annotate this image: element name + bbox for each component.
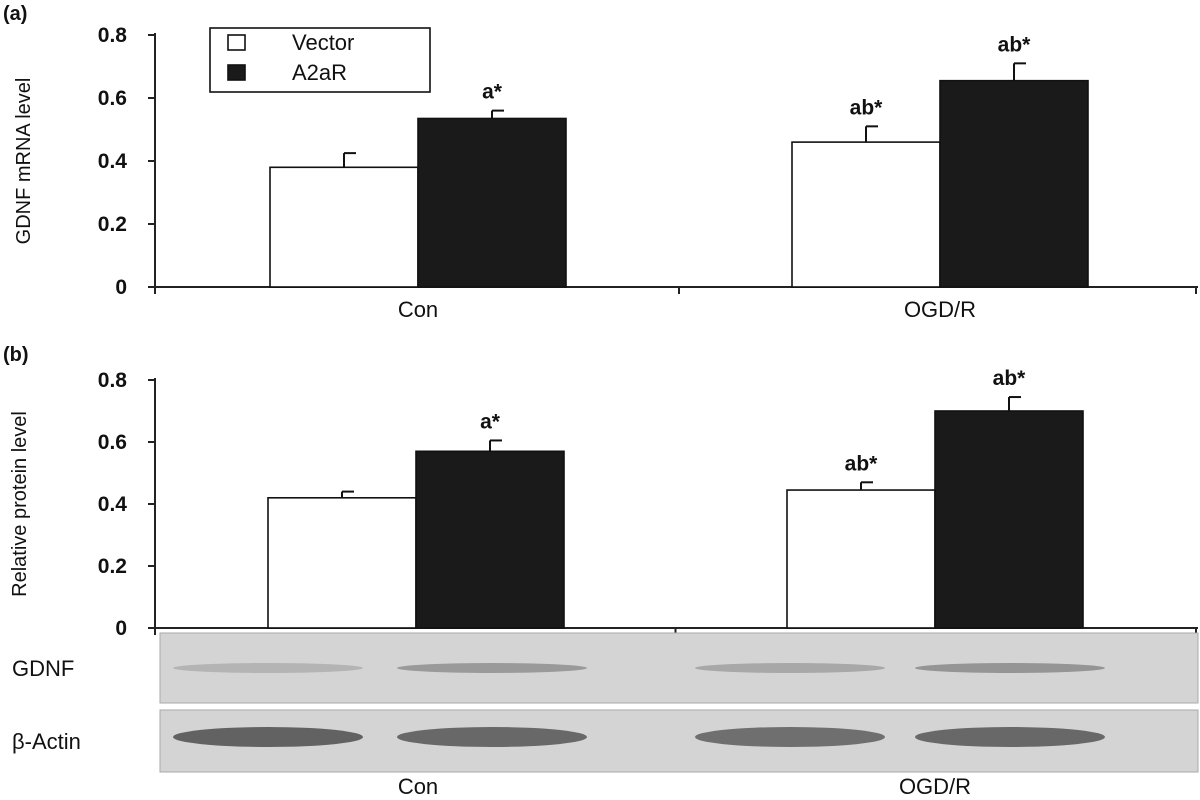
- y-tick-label: 0: [115, 276, 127, 299]
- significance-label: a*: [480, 410, 501, 433]
- blot-band: [397, 727, 587, 747]
- legend-label: A2aR: [292, 60, 347, 85]
- legend-label: Vector: [292, 30, 354, 55]
- category-label: OGD/R: [899, 774, 971, 799]
- bar: [786, 489, 936, 629]
- blot-row-label: β-Actin: [12, 729, 81, 754]
- y-axis-label: GDNF mRNA level: [13, 78, 35, 245]
- significance-label: ab*: [993, 367, 1027, 390]
- bar: [939, 79, 1089, 288]
- y-tick-label: 0.6: [98, 431, 127, 454]
- blot-band: [173, 663, 363, 673]
- bar: [791, 141, 941, 288]
- panel-label: (a): [3, 3, 27, 25]
- significance-label: ab*: [845, 452, 879, 475]
- y-tick-label: 0: [115, 617, 127, 640]
- category-label: Con: [398, 774, 438, 799]
- category-label: OGD/R: [904, 297, 976, 322]
- significance-label: a*: [482, 81, 503, 104]
- blot-band: [695, 663, 885, 673]
- y-tick-label: 0.2: [98, 555, 127, 578]
- y-tick-label: 0.8: [98, 369, 128, 392]
- blot-band: [695, 727, 885, 747]
- legend-box: [209, 27, 431, 93]
- bar: [415, 450, 565, 629]
- blot-band: [397, 663, 587, 673]
- panel-b: (b) 0 0.2 0.4 0.6 0.8 Relative protein level ab…: [3, 344, 1198, 640]
- category-label: Con: [398, 297, 438, 322]
- legend-swatch: [227, 64, 246, 81]
- bar: [934, 410, 1084, 629]
- blot-band: [915, 663, 1105, 673]
- blot-band: [915, 727, 1105, 747]
- y-tick-label: 0.4: [98, 150, 128, 173]
- significance-label: ab*: [998, 33, 1032, 56]
- legend-swatch: [227, 34, 246, 51]
- panel-a: (a) 0 0.2 0.4 0.6 0.8 GDNF mRNA level ab* a* ab* C…: [3, 3, 1198, 322]
- bar: [417, 117, 567, 288]
- y-axis-label: Relative protein level: [9, 411, 31, 597]
- y-tick-label: 0.6: [98, 87, 127, 110]
- y-tick-label: 0.4: [98, 493, 128, 516]
- bar: [267, 496, 417, 629]
- blot-row-label: GDNF: [12, 656, 74, 681]
- panel-label: (b): [3, 344, 29, 366]
- significance-label: ab*: [850, 96, 884, 119]
- y-tick-label: 0.2: [98, 213, 127, 236]
- bar: [269, 166, 419, 288]
- western-blot: GDNF β-Actin Con OGD/R: [12, 632, 1199, 799]
- legend: Vector A2aR: [209, 27, 431, 93]
- blot-band: [173, 727, 363, 747]
- y-tick-label: 0.8: [98, 24, 128, 47]
